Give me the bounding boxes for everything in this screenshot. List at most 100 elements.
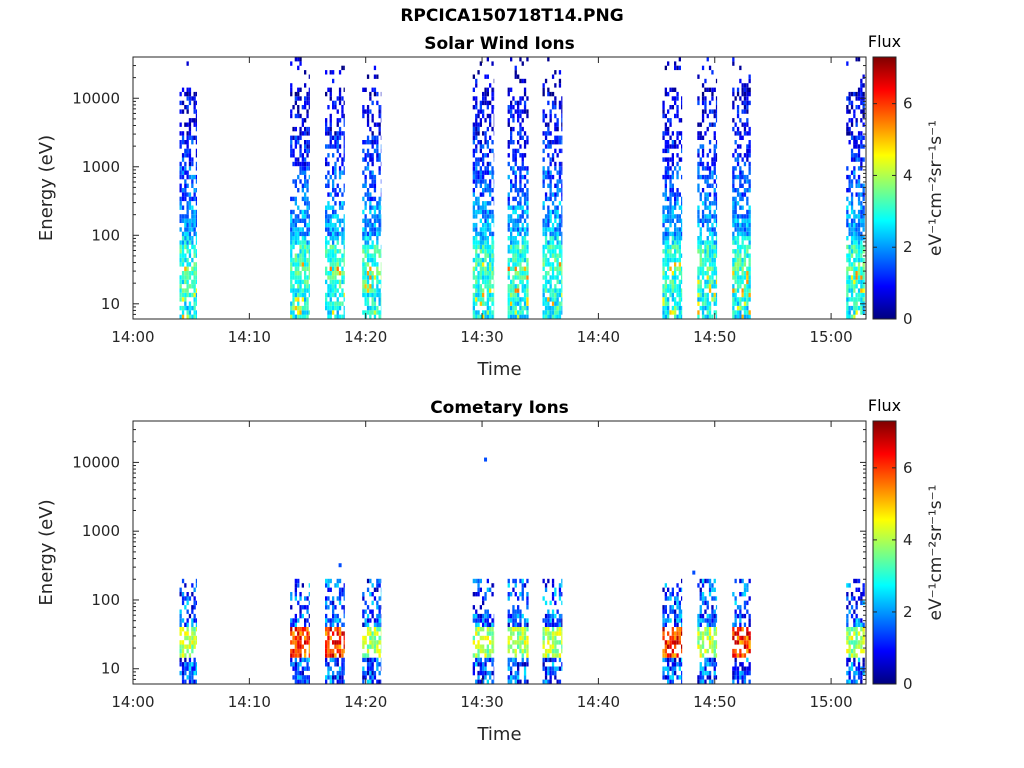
panel1-heatmap-cell (748, 170, 751, 175)
panel1-heatmap-cell (475, 144, 478, 149)
panel1-heatmap-cell (332, 105, 335, 110)
panel1-heatmap-cell (678, 301, 681, 306)
panel1-heatmap-cell (853, 305, 856, 311)
panel1-heatmap-cell (294, 126, 297, 132)
panel1-heatmap-cell (556, 271, 559, 276)
panel2-heatmap-cell (857, 662, 861, 667)
panel2-heatmap-cell (510, 592, 513, 597)
panel1-heatmap-cell (857, 166, 861, 171)
panel2-heatmap-cell (549, 618, 552, 623)
panel1-heatmap-cell (179, 100, 182, 106)
panel2-heatmap-cell (517, 613, 520, 619)
panel1-heatmap-cell (554, 183, 557, 188)
panel1-heatmap-cell (561, 244, 563, 250)
panel1-heatmap-cell (732, 205, 735, 210)
panel1-heatmap-cell (857, 192, 861, 197)
panel2-heatmap-cell (544, 600, 548, 606)
panel1-heatmap-cell (558, 179, 562, 184)
panel1-heatmap-cell (184, 271, 187, 276)
panel1-heatmap-cell (184, 140, 187, 145)
panel2-x-tick-label: 14:10 (228, 693, 271, 711)
panel1-heatmap-cell (493, 279, 495, 285)
panel1-heatmap-cell (188, 222, 192, 228)
panel1-heatmap-cell (848, 297, 851, 302)
panel1-heatmap-cell (741, 196, 744, 202)
panel1-heatmap-cell (561, 113, 563, 119)
panel1-heatmap-cell (746, 297, 749, 302)
panel1-heatmap-cell (544, 231, 548, 237)
panel2-heatmap-cell (334, 583, 337, 588)
panel1-heatmap-cell (195, 174, 197, 180)
panel2-heatmap-cell (713, 578, 716, 584)
panel1-heatmap-cell (179, 205, 182, 210)
panel1-heatmap-cell (475, 262, 478, 267)
panel2-heatmap-cell (713, 666, 716, 671)
panel2-heatmap-cell (739, 635, 742, 641)
panel2-heatmap-cell (308, 644, 310, 649)
panel1-heatmap-cell (517, 297, 520, 302)
panel1-heatmap-cell (369, 183, 372, 188)
panel1-heatmap-cell (542, 297, 545, 302)
panel2-heatmap-cell (179, 587, 182, 592)
panel1-heatmap-cell (304, 96, 307, 101)
panel1-heatmap-cell (380, 253, 382, 258)
panel1-heatmap-cell (662, 262, 665, 267)
panel1-heatmap-cell (857, 91, 861, 97)
panel1-heatmap-cell (667, 166, 670, 171)
panel1-heatmap-cell (734, 205, 737, 210)
panel1-heatmap-cell (547, 222, 550, 228)
panel2-heatmap-cell (715, 618, 718, 623)
panel1-heatmap-cell (523, 284, 527, 289)
panel2-heatmap-cell (853, 609, 856, 614)
panel1-heatmap-cell (491, 209, 494, 215)
panel1-heatmap-cell (299, 61, 302, 66)
panel1-heatmap-cell (711, 170, 714, 175)
panel2-heatmap-cell (748, 635, 751, 641)
panel1-heatmap-cell (739, 78, 742, 84)
panel1-heatmap-cell (184, 279, 187, 285)
panel1-heatmap-cell (306, 284, 309, 289)
panel1-heatmap-cell (739, 244, 742, 250)
panel1-heatmap-cell (336, 271, 339, 276)
panel2-heatmap-cell (336, 657, 339, 663)
panel1-heatmap-cell (341, 96, 344, 101)
panel1-heatmap-cell (376, 153, 379, 158)
panel1-heatmap-cell (544, 131, 548, 136)
panel2-heatmap-cell (715, 675, 718, 680)
panel1-heatmap-cell (195, 262, 197, 267)
panel1-heatmap-cell (662, 100, 665, 106)
panel1-colorbar-tick-label: 2 (903, 238, 913, 256)
panel1-heatmap-cell (484, 188, 487, 193)
panel1-heatmap-cell (510, 131, 513, 136)
panel2-heatmap-cell (380, 635, 382, 641)
panel1-heatmap-cell (472, 126, 475, 132)
panel1-heatmap-cell (860, 279, 863, 285)
panel2-heatmap-cell (551, 592, 555, 597)
panel1-heatmap-cell (669, 118, 672, 123)
panel2-heatmap-cell (708, 631, 712, 636)
panel1-heatmap-cell (380, 113, 382, 119)
panel1-heatmap-cell (294, 91, 297, 97)
panel1-heatmap-cell (472, 236, 475, 241)
panel1-heatmap-cell (514, 148, 517, 154)
panel1-heatmap-cell (554, 275, 557, 280)
panel2-heatmap-cell (493, 648, 495, 654)
panel1-heatmap-cell (554, 292, 557, 298)
panel1-heatmap-cell (860, 249, 863, 254)
panel1-heatmap-cell (306, 179, 309, 184)
panel1-heatmap-cell (343, 227, 345, 232)
panel1-heatmap-cell (715, 78, 718, 84)
panel2-heatmap-cell (848, 653, 851, 658)
panel1-heatmap-cell (521, 236, 524, 241)
panel2-heatmap-cell (743, 675, 747, 680)
panel2-heatmap-cell (327, 662, 330, 667)
panel2-heatmap-cell (362, 666, 365, 671)
panel2-heatmap-cell (325, 644, 328, 649)
panel1-heatmap-cell (510, 279, 513, 285)
panel1-heatmap-cell (297, 262, 300, 267)
panel1-heatmap-cell (741, 266, 744, 271)
panel1-heatmap-cell (706, 266, 709, 271)
panel1-heatmap-cell (332, 70, 335, 75)
panel1-heatmap-cell (701, 266, 705, 271)
panel1-heatmap-cell (734, 297, 737, 302)
